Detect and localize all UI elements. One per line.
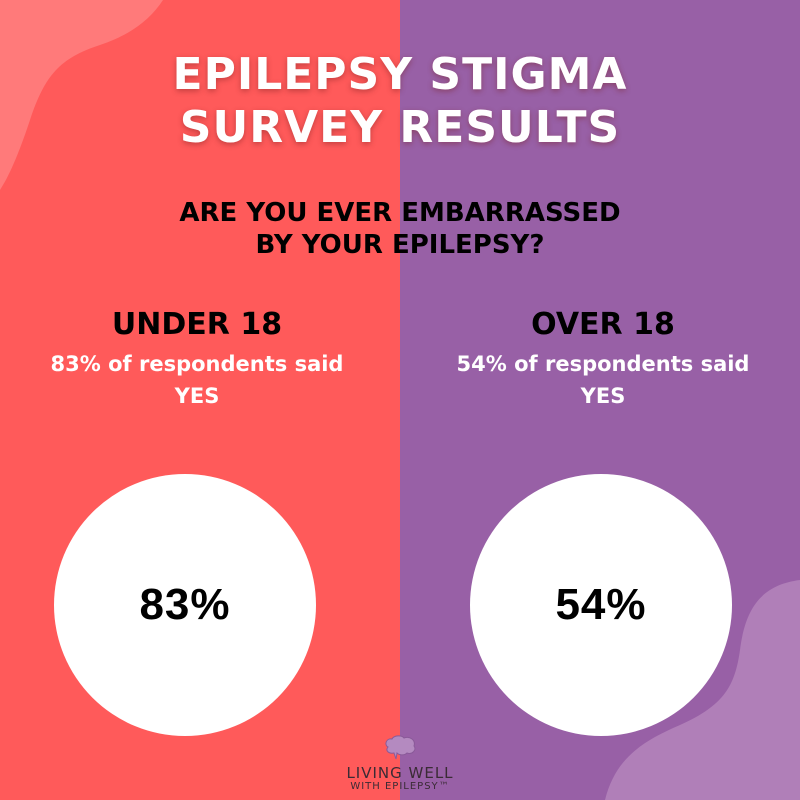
survey-question: ARE YOU EVER EMBARRASSED BY YOUR EPILEPS…	[0, 197, 800, 261]
percent-value: 54%	[555, 580, 647, 629]
decorative-blob-top-left	[0, 0, 163, 190]
title-line-1: EPILEPSY STIGMA	[172, 49, 628, 100]
group-description: 83% of respondents said YES	[0, 348, 397, 412]
group-under-18: UNDER 18 83% of respondents said YES	[0, 305, 397, 412]
page-title: EPILEPSY STIGMA SURVEY RESULTS	[0, 48, 800, 154]
group-description: 54% of respondents said YES	[403, 348, 800, 412]
group-over-18: OVER 18 54% of respondents said YES	[403, 305, 800, 412]
logo: LIVING WELL WITH EPILEPSY™	[300, 735, 500, 793]
percent-value: 83%	[139, 580, 231, 629]
desc-line-1: 83% of respondents said	[50, 352, 344, 376]
logo-text-main: LIVING WELL	[346, 764, 454, 782]
percent-circle-under-18: 83%	[54, 474, 316, 736]
question-line-2: BY YOUR EPILEPSY?	[255, 230, 545, 260]
decorative-blob-bottom-right	[605, 580, 800, 800]
brain-icon	[385, 735, 416, 760]
logo-text-sub: WITH EPILEPSY™	[350, 781, 450, 792]
question-line-1: ARE YOU EVER EMBARRASSED	[179, 198, 621, 228]
desc-line-1: 54% of respondents said	[456, 352, 750, 376]
group-label: UNDER 18	[111, 307, 283, 342]
title-line-2: SURVEY RESULTS	[179, 102, 621, 153]
desc-line-2: YES	[580, 384, 626, 408]
percent-circle-over-18: 54%	[470, 474, 732, 736]
desc-line-2: YES	[174, 384, 220, 408]
group-label: OVER 18	[531, 307, 675, 342]
